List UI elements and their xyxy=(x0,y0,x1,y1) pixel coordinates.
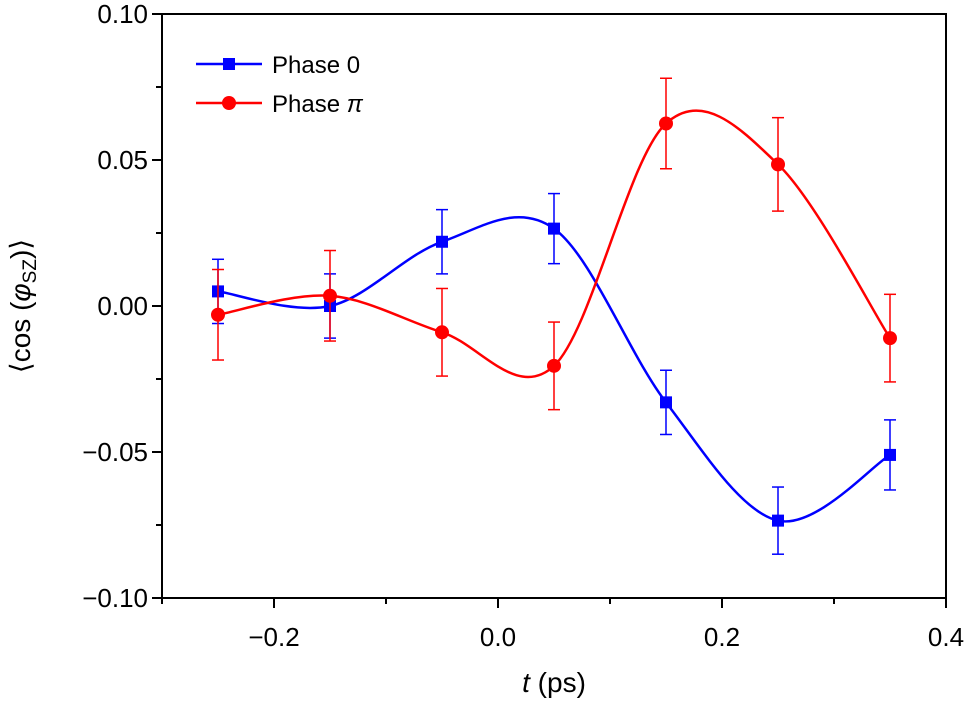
x-axis-title: t (ps) xyxy=(522,667,586,698)
x-tick-label: 0.4 xyxy=(928,622,964,652)
x-axis-title-italic: t xyxy=(522,667,531,698)
series-phase-pi xyxy=(211,77,897,411)
data-point-phase-0 xyxy=(884,448,896,461)
legend-label-phase-0-text: Phase 0 xyxy=(272,52,360,79)
legend-label-phase-pi-symbol: π xyxy=(347,91,364,118)
y-axis-title-suffix: )⟩ xyxy=(5,239,36,259)
series-group xyxy=(211,77,897,555)
data-point-phase-pi xyxy=(659,116,673,131)
legend-marker-phase-0 xyxy=(223,58,235,70)
legend-item-phase-pi: Phase π xyxy=(196,91,364,118)
series-line-phase-pi xyxy=(217,109,892,379)
data-point-phase-pi xyxy=(771,157,785,172)
legend-label-phase-pi-text: Phase xyxy=(272,91,347,118)
data-point-phase-pi xyxy=(883,331,897,346)
data-point-phase-0 xyxy=(772,514,784,527)
axes: −0.2 0.0 0.2 0.4 −0.10 −0.05 0.00 0.05 0.10 xyxy=(82,0,964,652)
y-tick-label: 0.10 xyxy=(97,0,148,29)
data-point-phase-0 xyxy=(660,396,672,409)
x-tick-label: 0.0 xyxy=(480,622,516,652)
legend-item-phase-0: Phase 0 xyxy=(196,52,360,79)
data-point-phase-pi xyxy=(435,325,449,340)
y-tick-label: 0.00 xyxy=(97,291,148,321)
data-point-phase-pi xyxy=(323,288,337,303)
data-point-phase-0 xyxy=(436,235,448,248)
y-axis-title: ⟨cos (φSZ)⟩ xyxy=(5,239,41,373)
data-point-phase-pi xyxy=(547,358,561,373)
legend: Phase 0 Phase π xyxy=(196,52,364,118)
x-axis-title-unit: (ps) xyxy=(530,667,586,698)
legend-label-phase-0: Phase 0 xyxy=(272,52,360,79)
data-point-phase-0 xyxy=(548,222,560,235)
y-tick-label: −0.10 xyxy=(82,583,148,613)
series-phase-0 xyxy=(212,192,896,555)
legend-label-phase-pi: Phase π xyxy=(272,91,364,118)
y-axis-title-subscript: SZ xyxy=(20,259,41,284)
y-axis-title-prefix: ⟨cos ( xyxy=(5,301,36,373)
y-axis-title-symbol: φ xyxy=(5,283,36,301)
y-tick-label: −0.05 xyxy=(82,437,148,467)
x-tick-label: 0.2 xyxy=(704,622,740,652)
x-tick-label: −0.2 xyxy=(248,622,299,652)
legend-marker-phase-pi xyxy=(222,96,236,110)
data-point-phase-pi xyxy=(211,307,225,322)
y-tick-label: 0.05 xyxy=(97,145,148,175)
